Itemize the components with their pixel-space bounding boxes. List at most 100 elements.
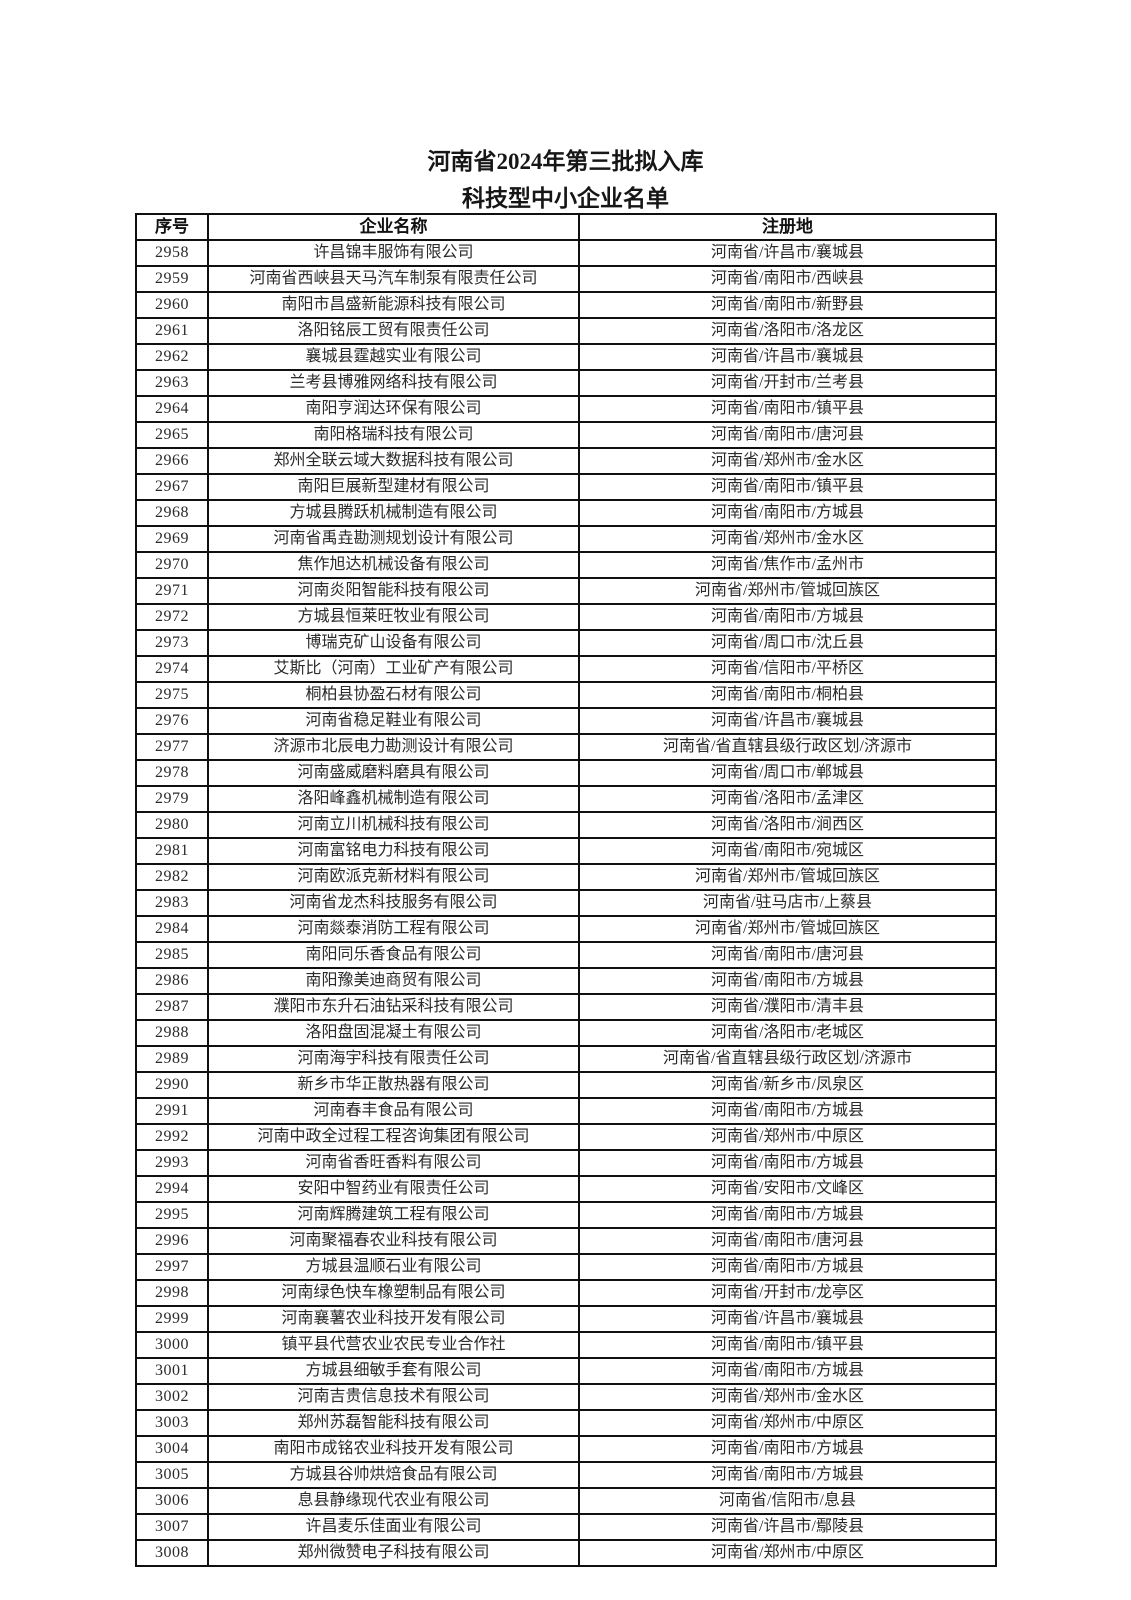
serial-cell: 2975: [135, 681, 209, 709]
table-row: 2998 河南绿色快车橡塑制品有限公司 河南省/开封市/龙亭区: [135, 1279, 997, 1307]
company-name-cell: 郑州苏磊智能科技有限公司: [207, 1409, 580, 1437]
table-row: 2992 河南中政全过程工程咨询集团有限公司 河南省/郑州市/中原区: [135, 1123, 997, 1151]
table-row: 2991 河南春丰食品有限公司 河南省/南阳市/方城县: [135, 1097, 997, 1125]
location-cell: 河南省/洛阳市/老城区: [578, 1019, 997, 1047]
location-cell: 河南省/郑州市/中原区: [578, 1539, 997, 1567]
table-row: 2986 南阳豫美迪商贸有限公司 河南省/南阳市/方城县: [135, 967, 997, 995]
location-cell: 河南省/新乡市/凤泉区: [578, 1071, 997, 1099]
company-name-cell: 许昌麦乐佳面业有限公司: [207, 1513, 580, 1541]
table-row: 2971 河南炎阳智能科技有限公司 河南省/郑州市/管城回族区: [135, 577, 997, 605]
location-cell: 河南省/焦作市/孟州市: [578, 551, 997, 579]
table-row: 2997 方城县温顺石业有限公司 河南省/南阳市/方城县: [135, 1253, 997, 1281]
company-name-cell: 襄城县霆越实业有限公司: [207, 343, 580, 371]
company-name-cell: 兰考县博雅网络科技有限公司: [207, 369, 580, 397]
serial-cell: 2963: [135, 369, 209, 397]
location-cell: 河南省/南阳市/镇平县: [578, 395, 997, 423]
serial-cell: 2999: [135, 1305, 209, 1333]
table-row: 2964 南阳亨润达环保有限公司 河南省/南阳市/镇平县: [135, 395, 997, 423]
company-name-cell: 河南炎阳智能科技有限公司: [207, 577, 580, 605]
serial-cell: 2993: [135, 1149, 209, 1177]
location-cell: 河南省/洛阳市/孟津区: [578, 785, 997, 813]
serial-cell: 2971: [135, 577, 209, 605]
table-row: 2994 安阳中智药业有限责任公司 河南省/安阳市/文峰区: [135, 1175, 997, 1203]
table-row: 2967 南阳巨展新型建材有限公司 河南省/南阳市/镇平县: [135, 473, 997, 501]
company-name-cell: 桐柏县协盈石材有限公司: [207, 681, 580, 709]
location-cell: 河南省/许昌市/鄢陵县: [578, 1513, 997, 1541]
serial-cell: 2960: [135, 291, 209, 319]
company-name-cell: 河南盛威磨料磨具有限公司: [207, 759, 580, 787]
location-cell: 河南省/南阳市/唐河县: [578, 421, 997, 449]
company-name-cell: 方城县温顺石业有限公司: [207, 1253, 580, 1281]
company-name-cell: 息县静缘现代农业有限公司: [207, 1487, 580, 1515]
serial-cell: 3007: [135, 1513, 209, 1541]
table-row: 2977 济源市北辰电力勘测设计有限公司 河南省/省直辖县级行政区划/济源市: [135, 733, 997, 761]
table-row: 2985 南阳同乐香食品有限公司 河南省/南阳市/唐河县: [135, 941, 997, 969]
table-row: 2976 河南省稳足鞋业有限公司 河南省/许昌市/襄城县: [135, 707, 997, 735]
company-name-cell: 南阳格瑞科技有限公司: [207, 421, 580, 449]
location-cell: 河南省/许昌市/襄城县: [578, 707, 997, 735]
location-cell: 河南省/许昌市/襄城县: [578, 1305, 997, 1333]
table-row: 2970 焦作旭达机械设备有限公司 河南省/焦作市/孟州市: [135, 551, 997, 579]
company-name-cell: 河南省香旺香料有限公司: [207, 1149, 580, 1177]
location-cell: 河南省/南阳市/西峡县: [578, 265, 997, 293]
serial-cell: 2980: [135, 811, 209, 839]
location-cell: 河南省/郑州市/金水区: [578, 447, 997, 475]
company-name-cell: 方城县恒莱旺牧业有限公司: [207, 603, 580, 631]
company-name-cell: 郑州微赞电子科技有限公司: [207, 1539, 580, 1567]
company-name-cell: 濮阳市东升石油钻采科技有限公司: [207, 993, 580, 1021]
location-cell: 河南省/郑州市/管城回族区: [578, 863, 997, 891]
serial-cell: 2968: [135, 499, 209, 527]
header-serial: 序号: [135, 213, 209, 241]
serial-cell: 2970: [135, 551, 209, 579]
company-name-cell: 方城县细敏手套有限公司: [207, 1357, 580, 1385]
page-title: 河南省2024年第三批拟入库 科技型中小企业名单: [0, 143, 1131, 217]
table-row: 2961 洛阳铭辰工贸有限责任公司 河南省/洛阳市/洛龙区: [135, 317, 997, 345]
company-name-cell: 河南省西峡县天马汽车制泵有限责任公司: [207, 265, 580, 293]
table-header-row: 序号 企业名称 注册地: [135, 213, 997, 241]
location-cell: 河南省/南阳市/方城县: [578, 1435, 997, 1463]
page-title-line2: 科技型中小企业名单: [462, 186, 669, 211]
serial-cell: 3006: [135, 1487, 209, 1515]
serial-cell: 2981: [135, 837, 209, 865]
location-cell: 河南省/郑州市/管城回族区: [578, 577, 997, 605]
company-name-cell: 济源市北辰电力勘测设计有限公司: [207, 733, 580, 761]
company-table: 序号 企业名称 注册地 2958 许昌锦丰服饰有限公司 河南省/许昌市/襄城县 295…: [135, 213, 997, 1567]
company-name-cell: 洛阳峰鑫机械制造有限公司: [207, 785, 580, 813]
serial-cell: 2997: [135, 1253, 209, 1281]
location-cell: 河南省/南阳市/方城县: [578, 1149, 997, 1177]
company-name-cell: 安阳中智药业有限责任公司: [207, 1175, 580, 1203]
location-cell: 河南省/驻马店市/上蔡县: [578, 889, 997, 917]
serial-cell: 2983: [135, 889, 209, 917]
company-name-cell: 河南聚福春农业科技有限公司: [207, 1227, 580, 1255]
location-cell: 河南省/信阳市/平桥区: [578, 655, 997, 683]
location-cell: 河南省/南阳市/方城县: [578, 1461, 997, 1489]
location-cell: 河南省/南阳市/桐柏县: [578, 681, 997, 709]
table-row: 2995 河南辉腾建筑工程有限公司 河南省/南阳市/方城县: [135, 1201, 997, 1229]
table-row: 2963 兰考县博雅网络科技有限公司 河南省/开封市/兰考县: [135, 369, 997, 397]
company-name-cell: 河南绿色快车橡塑制品有限公司: [207, 1279, 580, 1307]
table-row: 2966 郑州全联云域大数据科技有限公司 河南省/郑州市/金水区: [135, 447, 997, 475]
serial-cell: 2991: [135, 1097, 209, 1125]
serial-cell: 2989: [135, 1045, 209, 1073]
location-cell: 河南省/省直辖县级行政区划/济源市: [578, 1045, 997, 1073]
serial-cell: 2972: [135, 603, 209, 631]
serial-cell: 2959: [135, 265, 209, 293]
location-cell: 河南省/南阳市/镇平县: [578, 473, 997, 501]
company-name-cell: 方城县腾跃机械制造有限公司: [207, 499, 580, 527]
table-row: 2959 河南省西峡县天马汽车制泵有限责任公司 河南省/南阳市/西峡县: [135, 265, 997, 293]
serial-cell: 2969: [135, 525, 209, 553]
serial-cell: 3000: [135, 1331, 209, 1359]
company-name-cell: 博瑞克矿山设备有限公司: [207, 629, 580, 657]
location-cell: 河南省/南阳市/方城县: [578, 1097, 997, 1125]
serial-cell: 2988: [135, 1019, 209, 1047]
location-cell: 河南省/南阳市/方城县: [578, 1201, 997, 1229]
table-row: 2988 洛阳盘固混凝土有限公司 河南省/洛阳市/老城区: [135, 1019, 997, 1047]
company-name-cell: 河南海宇科技有限责任公司: [207, 1045, 580, 1073]
company-name-cell: 方城县谷帅烘焙食品有限公司: [207, 1461, 580, 1489]
table-row: 3005 方城县谷帅烘焙食品有限公司 河南省/南阳市/方城县: [135, 1461, 997, 1489]
company-name-cell: 河南中政全过程工程咨询集团有限公司: [207, 1123, 580, 1151]
serial-cell: 3003: [135, 1409, 209, 1437]
serial-cell: 2982: [135, 863, 209, 891]
serial-cell: 2964: [135, 395, 209, 423]
